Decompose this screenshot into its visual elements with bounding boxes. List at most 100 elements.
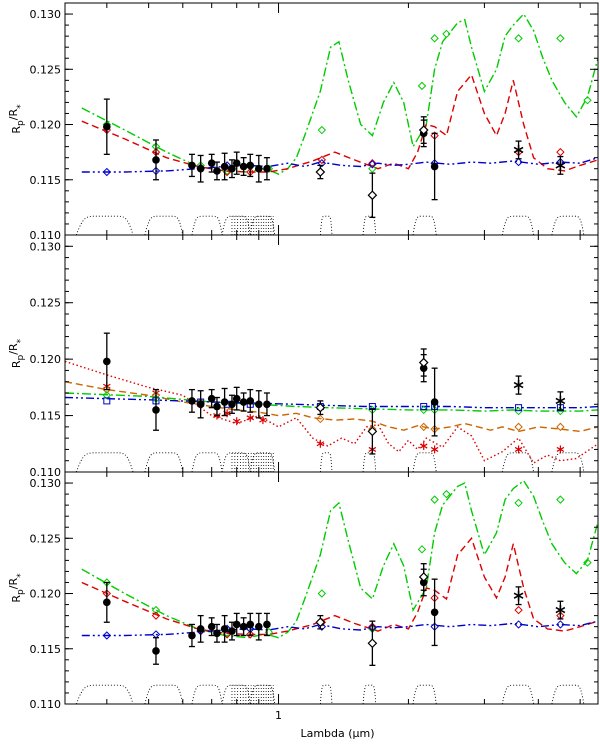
observation-point — [367, 620, 378, 666]
observation-point — [418, 116, 429, 144]
observation-point — [103, 332, 111, 391]
model-marker-diamond — [419, 422, 428, 432]
model-marker-asterisk — [316, 439, 325, 448]
model-marker-diamond — [417, 545, 427, 554]
filter-band — [191, 452, 223, 472]
observation-point — [246, 612, 255, 637]
model-marker-diamond — [583, 96, 592, 105]
observation-point — [103, 98, 111, 156]
filter-band — [75, 215, 134, 235]
filter-band — [249, 215, 276, 235]
observation-point — [430, 578, 439, 647]
observation-point — [263, 157, 271, 181]
observation-point — [513, 140, 524, 160]
model-marker-diamond — [430, 495, 439, 504]
observation-point — [418, 348, 429, 377]
panel-top: 0.110 0.115 0.120 0.125 0.130 Rp/R* — [7, 2, 599, 242]
filter-band — [75, 452, 134, 472]
observation-point — [188, 153, 196, 178]
observation-point — [207, 617, 216, 637]
observation-point — [213, 623, 221, 643]
observation-point — [513, 586, 524, 606]
model-line-dash-dot — [65, 392, 598, 412]
model-marker-diamond — [442, 29, 451, 39]
y-tick-label: 0.120 — [30, 588, 62, 601]
model-marker-asterisk — [556, 445, 565, 454]
observation-point — [555, 155, 566, 175]
y-tick-label: 0.110 — [30, 229, 62, 242]
filter-band — [551, 215, 585, 235]
y-tick-label: 0.130 — [30, 477, 62, 490]
y-tick-label: 0.130 — [30, 8, 62, 21]
observation-point — [315, 400, 326, 416]
panel-frame — [64, 234, 599, 473]
model-marker-diamond — [583, 558, 592, 567]
model-marker-square — [103, 397, 111, 405]
model-marker-asterisk — [430, 445, 439, 454]
model-marker-diamond — [317, 155, 327, 165]
observation-point — [232, 386, 241, 411]
model-marker-diamond — [514, 34, 523, 43]
observation-point — [239, 392, 248, 412]
filter-band — [551, 684, 585, 704]
panel-bottom: 0.110 0.115 0.120 0.125 0.130 Rp/R* — [7, 471, 599, 711]
observation-point — [246, 388, 255, 413]
model-marker-asterisk — [246, 413, 255, 422]
observation-point — [188, 623, 196, 648]
x-tick-label: 1 — [275, 709, 282, 722]
observation-point — [315, 614, 326, 630]
model-marker-diamond — [442, 489, 451, 499]
filter-band — [319, 452, 333, 472]
filter-band — [362, 215, 377, 235]
filter-band — [501, 452, 535, 472]
y-tick-label: 0.120 — [30, 353, 62, 366]
filter-band — [221, 452, 251, 472]
observation-point — [220, 152, 229, 181]
observation-point — [232, 612, 241, 637]
model-marker-asterisk — [514, 445, 523, 454]
filter-band — [221, 215, 251, 235]
observation-point — [430, 132, 439, 201]
filter-band — [249, 452, 276, 472]
model-marker-diamond — [102, 385, 112, 394]
y-tick-label: 0.125 — [30, 297, 62, 310]
model-marker-diamond — [419, 405, 428, 415]
observation-point — [555, 391, 566, 411]
y-tick-label: 0.130 — [30, 240, 62, 253]
y-tick-label: 0.110 — [30, 698, 62, 711]
observation-point — [213, 161, 221, 181]
y-axis-label: Rp/R* — [7, 338, 26, 368]
filter-band — [249, 684, 276, 704]
model-marker-asterisk — [259, 416, 267, 425]
filter-band — [191, 684, 223, 704]
model-marker-square — [515, 404, 523, 412]
observation-point — [254, 154, 263, 183]
filter-band — [144, 452, 184, 472]
observation-point — [228, 394, 236, 414]
y-tick-label: 0.115 — [30, 410, 62, 423]
filter-band — [144, 684, 184, 704]
observation-point — [220, 614, 229, 643]
observation-point — [430, 367, 439, 437]
y-tick-label: 0.125 — [30, 63, 62, 76]
y-tick-label: 0.115 — [30, 174, 62, 187]
model-marker-diamond — [317, 125, 327, 135]
observation-point — [254, 390, 263, 419]
observation-point — [555, 600, 566, 620]
y-tick-label: 0.120 — [30, 119, 62, 132]
model-marker-diamond — [317, 589, 327, 598]
filter-band — [319, 684, 333, 704]
filter-band — [412, 452, 437, 472]
observation-point — [196, 390, 205, 419]
observation-point — [103, 581, 111, 623]
y-tick-label: 0.115 — [30, 643, 62, 656]
observation-point — [188, 388, 196, 413]
model-marker-diamond — [151, 611, 161, 620]
model-marker-diamond — [556, 495, 565, 504]
y-axis-label: Rp/R* — [7, 573, 26, 603]
observation-point — [220, 387, 229, 417]
panel-frame — [64, 2, 599, 236]
model-marker-diamond — [316, 414, 325, 424]
filter-band — [362, 684, 377, 704]
observation-point — [246, 153, 255, 178]
